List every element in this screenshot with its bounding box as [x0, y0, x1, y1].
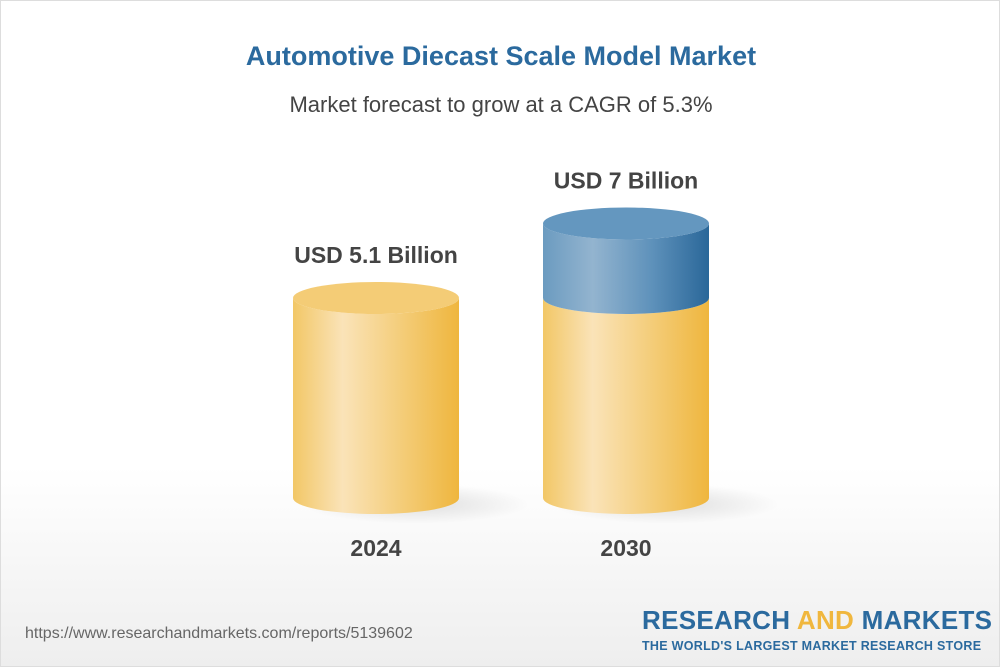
data-label: USD 5.1 Billion: [294, 242, 458, 268]
brand-tagline: THE WORLD'S LARGEST MARKET RESEARCH STOR…: [642, 639, 982, 653]
data-label: USD 7 Billion: [554, 167, 698, 193]
bar-2030-base: [543, 298, 709, 514]
bar-top-cap: [543, 207, 709, 240]
chart-title: Automotive Diecast Scale Model Market: [245, 41, 757, 71]
chart-subtitle: Market forecast to grow at a CAGR of 5.3…: [289, 92, 713, 117]
chart: USD 5.1 Billion 2024 USD 7 Billion 2030: [293, 167, 779, 561]
source-url[interactable]: https://www.researchandmarkets.com/repor…: [25, 625, 413, 642]
category-label: 2024: [350, 535, 401, 561]
bar-2030-growth: [543, 223, 709, 314]
bar-top-cap: [293, 282, 459, 314]
category-label: 2030: [600, 535, 651, 561]
bar-2024-base: [293, 298, 459, 514]
brand-logo: RESEARCH AND MARKETS: [642, 605, 993, 635]
